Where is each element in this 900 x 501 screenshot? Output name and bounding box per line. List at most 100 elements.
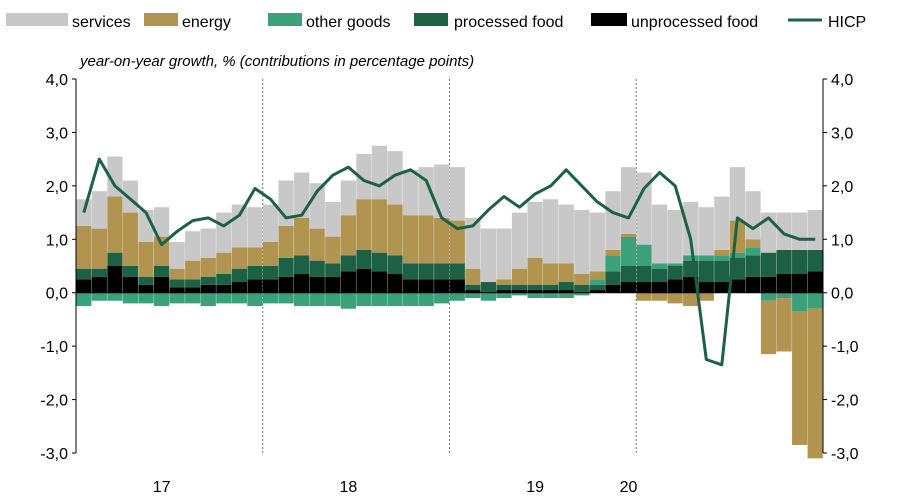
bar-processed-food-5 (153, 266, 170, 277)
bar-unprocessed-food-14 (294, 274, 310, 293)
bar-unprocessed-food-9 (216, 284, 232, 293)
bar-other-goods-8 (200, 292, 216, 307)
bar-other-goods-28 (511, 292, 528, 296)
bar-unprocessed-food-44 (760, 276, 777, 293)
bar-other-goods-4 (138, 292, 154, 304)
bar-unprocessed-food-7 (185, 287, 201, 293)
bar-energy-46 (792, 311, 808, 445)
bar-processed-food-2 (107, 252, 123, 266)
y-tick-label-left: -2,0 (40, 393, 68, 410)
bar-services-30 (543, 199, 559, 264)
legend-label-energy: energy (182, 14, 231, 31)
bar-other-goods-40 (698, 255, 714, 261)
bar-services-36 (636, 172, 652, 245)
y-tick-label-right: 2,0 (831, 179, 853, 196)
bar-unprocessed-food-34 (605, 284, 621, 293)
y-tick-label-left: 4,0 (46, 72, 68, 89)
bar-services-24 (449, 167, 465, 221)
bar-other-goods-18 (356, 292, 372, 307)
bar-unprocessed-food-4 (138, 284, 154, 293)
bar-processed-food-45 (776, 249, 792, 275)
bar-unprocessed-food-21 (402, 279, 419, 293)
bar-unprocessed-food-2 (107, 266, 123, 293)
legend-swatch-energy (144, 13, 178, 26)
bar-processed-food-4 (138, 276, 154, 285)
bar-energy-18 (356, 199, 372, 250)
bar-services-23 (434, 164, 450, 218)
y-tick-label-right: -3,0 (831, 446, 859, 463)
y-tick-label-left: 0,0 (46, 286, 68, 303)
bar-other-goods-42 (729, 252, 746, 258)
bar-processed-food-37 (651, 268, 668, 283)
bar-services-12 (262, 204, 279, 242)
bar-energy-3 (122, 212, 139, 266)
bar-services-39 (683, 201, 699, 256)
bar-unprocessed-food-24 (449, 279, 465, 293)
bar-energy-44 (760, 300, 777, 355)
bar-energy-17 (340, 215, 356, 256)
bar-other-goods-24 (449, 292, 465, 301)
bar-energy-16 (325, 236, 341, 264)
bar-processed-food-0 (76, 268, 92, 280)
bar-unprocessed-food-28 (511, 290, 528, 293)
bar-energy-21 (402, 215, 419, 264)
bar-energy-24 (449, 220, 465, 264)
bar-other-goods-32 (574, 292, 590, 296)
bar-other-goods-44 (760, 292, 777, 301)
bar-other-goods-15 (309, 292, 325, 307)
bar-energy-36 (636, 292, 652, 301)
bar-unprocessed-food-43 (745, 276, 761, 293)
bar-processed-food-24 (449, 263, 465, 280)
bar-other-goods-30 (543, 292, 559, 299)
y-tick-label-right: -1,0 (831, 339, 859, 356)
bar-other-goods-10 (231, 292, 248, 304)
x-tick-label-0: 17 (153, 479, 171, 496)
bar-services-34 (605, 191, 621, 250)
bar-unprocessed-food-31 (558, 290, 574, 293)
bar-energy-7 (185, 260, 201, 280)
bar-processed-food-22 (418, 263, 434, 280)
bar-processed-food-9 (216, 274, 232, 285)
bar-services-35 (620, 167, 637, 234)
bar-unprocessed-food-16 (325, 276, 341, 293)
bar-energy-19 (371, 199, 388, 253)
bar-other-goods-39 (683, 255, 699, 261)
bar-processed-food-27 (496, 284, 512, 291)
bar-unprocessed-food-36 (636, 282, 652, 293)
bar-other-goods-9 (216, 292, 232, 304)
bar-other-goods-46 (792, 292, 808, 312)
bar-other-goods-43 (745, 247, 761, 256)
bar-services-43 (745, 191, 761, 240)
bar-unprocessed-food-22 (418, 279, 434, 293)
bar-other-goods-3 (122, 292, 139, 304)
bar-processed-food-23 (434, 263, 450, 280)
bar-services-41 (714, 196, 730, 250)
bar-energy-32 (574, 274, 590, 285)
bar-unprocessed-food-23 (434, 279, 450, 293)
bar-services-6 (169, 241, 185, 269)
bar-energy-2 (107, 196, 123, 253)
bar-unprocessed-food-12 (262, 279, 279, 293)
bar-processed-food-26 (480, 282, 497, 293)
bar-other-goods-5 (153, 292, 170, 307)
bar-energy-45 (776, 298, 792, 352)
chart-subtitle: year-on-year growth, % (contributions in… (79, 53, 474, 70)
bar-processed-food-33 (589, 284, 605, 291)
bar-services-11 (247, 207, 263, 248)
bar-processed-food-43 (745, 255, 761, 277)
bar-energy-34 (605, 249, 621, 256)
x-tick-label-3: 20 (620, 479, 638, 496)
bar-other-goods-16 (325, 292, 341, 307)
bar-services-3 (122, 180, 139, 213)
bar-services-19 (371, 145, 388, 200)
bar-other-goods-25 (465, 292, 481, 299)
bar-processed-food-7 (185, 279, 201, 288)
bar-processed-food-32 (574, 284, 590, 293)
bar-unprocessed-food-30 (543, 290, 559, 293)
y-tick-label-right: 0,0 (831, 286, 853, 303)
bar-other-goods-19 (371, 292, 388, 307)
bar-unprocessed-food-27 (496, 290, 512, 293)
bar-services-18 (356, 153, 372, 200)
bar-processed-food-40 (698, 260, 714, 283)
bar-energy-43 (745, 239, 761, 248)
